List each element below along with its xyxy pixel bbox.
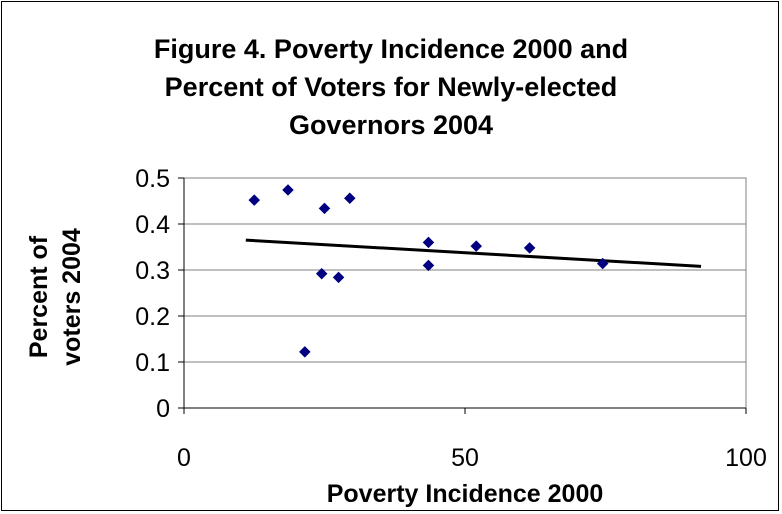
- data-point: [332, 271, 345, 284]
- plot-area: [183, 177, 747, 409]
- data-point: [523, 242, 536, 254]
- y-tick-label: 0: [156, 395, 170, 423]
- x-axis-title: Poverty Incidence 2000: [327, 480, 604, 508]
- x-tick-label: 0: [177, 444, 191, 472]
- chart-title: Figure 4. Poverty Incidence 2000 and Per…: [0, 30, 782, 144]
- data-point: [422, 259, 435, 272]
- tick-labels: 0 0.1 0.2 0.3 0.4 0.5 0 50 100: [135, 165, 767, 472]
- y-tick-label: 0.3: [135, 257, 170, 285]
- data-point: [422, 236, 435, 249]
- trendline-group: [245, 238, 702, 268]
- x-tick-label: 100: [725, 444, 767, 472]
- y-tick-label: 0.1: [135, 349, 170, 377]
- data-point: [248, 194, 261, 206]
- y-axis-title-line-2: voters 2004: [58, 228, 86, 366]
- data-point: [298, 346, 311, 358]
- data-point: [318, 202, 331, 215]
- gridlines: [184, 223, 746, 363]
- data-point: [470, 240, 483, 252]
- x-tick-label: 50: [451, 444, 479, 472]
- data-point: [315, 267, 328, 280]
- data-point: [282, 184, 294, 196]
- y-tick-label: 0.5: [135, 165, 170, 193]
- chart-title-line-3: Governors 2004: [288, 110, 494, 140]
- axes: [178, 177, 747, 414]
- y-tick-label: 0.2: [135, 303, 170, 331]
- linear-trendline: [245, 238, 702, 268]
- data-point: [596, 257, 609, 270]
- data-points: [248, 184, 609, 358]
- y-tick-label: 0.4: [135, 211, 170, 239]
- chart-title-line-1: Figure 4. Poverty Incidence 2000 and: [153, 34, 629, 64]
- y-axis-title-line-1: Percent of: [25, 235, 53, 358]
- chart-title-line-2: Percent of Voters for Newly-elected: [164, 72, 618, 102]
- data-point: [343, 192, 356, 205]
